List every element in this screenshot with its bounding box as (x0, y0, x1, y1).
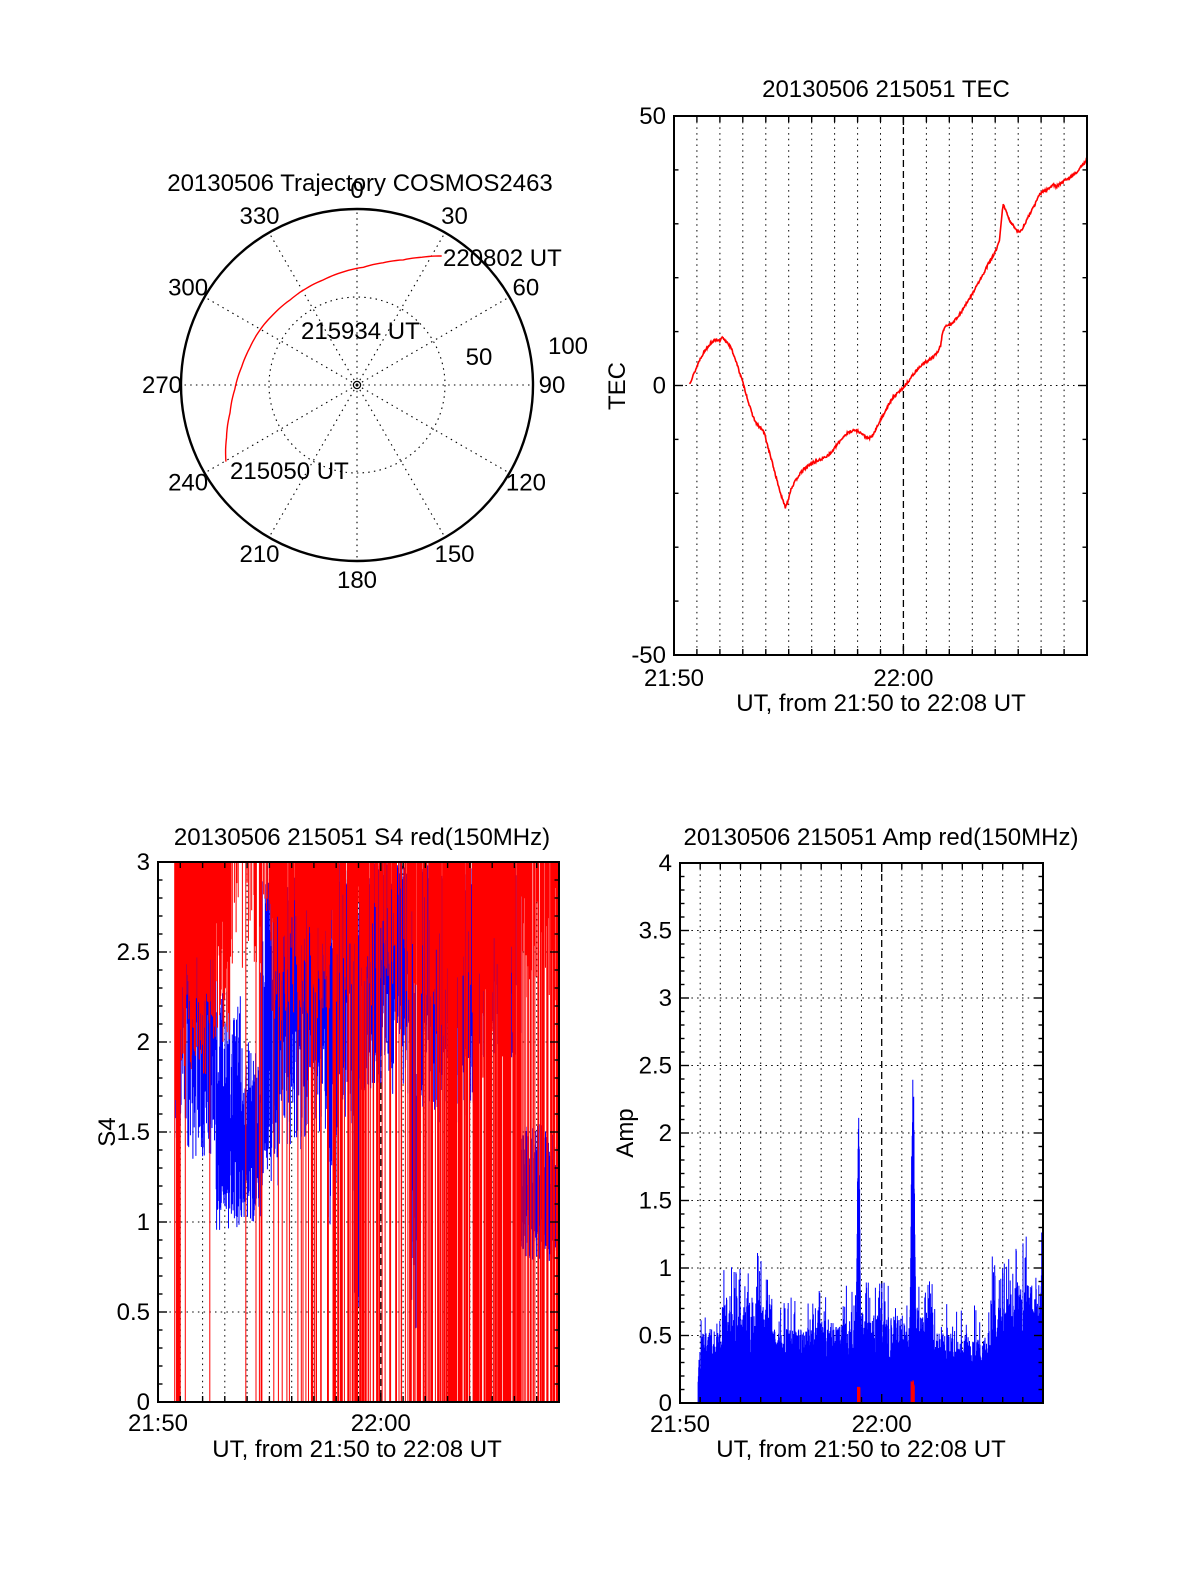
x-tick-label: 22:00 (351, 1410, 411, 1437)
trajectory-annotations: 220802 UT 215934 UT 215050 UT (230, 245, 562, 485)
y-tick-label: 50 (639, 103, 666, 130)
y-tick-label: 3 (137, 849, 150, 876)
tec-tick-labels: 21:50 22:00 50 0 -50 (631, 103, 933, 692)
y-tick-label: 0.5 (639, 1323, 672, 1350)
azimuth-tick-label: 60 (513, 275, 540, 302)
azimuth-tick-label: 180 (337, 567, 377, 594)
tec-grid (674, 116, 1087, 655)
s4-ylabel: S4 (94, 1117, 121, 1146)
y-tick-label: 0 (137, 1389, 150, 1416)
trajectory-plot: 0 30 60 90 120 150 180 210 240 270 300 330 50 100 220… (142, 170, 588, 594)
amp-xlabel: UT, from 21:50 to 22:08 UT (716, 1436, 1006, 1463)
azimuth-tick-label: 150 (434, 541, 474, 568)
polar-spoke (204, 384, 358, 474)
s4-plot: 21:50 22:00 0 0.5 1 1.5 2 2.5 3 20130506 215051 … (94, 824, 560, 1463)
azimuth-tick-label: 240 (168, 470, 208, 497)
amp-tick-labels: 21:50 22:00 0 0.5 1 1.5 2 2.5 3 3.5 4 (639, 850, 912, 1438)
polar-spoke (204, 296, 358, 386)
amp-blue-series (697, 1079, 1044, 1403)
polar-spoke (268, 232, 358, 386)
amp-frame (679, 862, 1044, 1404)
tec-series-line (688, 157, 1088, 509)
tec-title: 20130506 215051 TEC (762, 76, 1010, 103)
y-tick-label: 1.5 (639, 1188, 672, 1215)
polar-center-marker (352, 380, 362, 390)
x-tick-label: 22:00 (852, 1411, 912, 1438)
radial-tick-label: 50 (466, 344, 493, 371)
trajectory-path (224, 255, 442, 462)
azimuth-tick-label: 270 (142, 372, 182, 399)
y-tick-label: 1.5 (117, 1119, 150, 1146)
azimuth-tick-label: 30 (441, 203, 468, 230)
azimuth-tick-label: 210 (239, 541, 279, 568)
s4-frame (157, 861, 560, 1403)
x-tick-label: 21:50 (650, 1411, 710, 1438)
y-tick-label: 2 (137, 1029, 150, 1056)
y-tick-label: 1 (137, 1209, 150, 1236)
azimuth-tick-label: 90 (539, 372, 566, 399)
radial-tick-label: 100 (548, 333, 588, 360)
azimuth-tick-label: 330 (239, 203, 279, 230)
y-tick-label: -50 (631, 642, 666, 669)
azimuth-tick-label: 120 (506, 470, 546, 497)
amp-title: 20130506 215051 Amp red(150MHz) (684, 824, 1079, 851)
polar-ring-50 (268, 296, 446, 474)
s4-xlabel: UT, from 21:50 to 22:08 UT (212, 1436, 502, 1463)
polar-spoke (356, 384, 446, 538)
time-annotation: 215934 UT (301, 318, 420, 345)
polar-spoke (356, 384, 510, 474)
tec-frame (673, 115, 1088, 656)
amp-plot: 21:50 22:00 0 0.5 1 1.5 2 2.5 3 3.5 4 20130506 215… (612, 824, 1078, 1463)
y-tick-label: 2.5 (117, 939, 150, 966)
polar-grid (179, 207, 535, 563)
s4-title: 20130506 215051 S4 red(150MHz) (174, 824, 550, 851)
y-tick-label: 0.5 (117, 1299, 150, 1326)
polar-outer-circle (179, 207, 535, 563)
s4-tick-labels: 21:50 22:00 0 0.5 1 1.5 2 2.5 3 (117, 849, 411, 1437)
y-tick-label: 1 (659, 1255, 672, 1282)
y-tick-label: 0 (653, 373, 666, 400)
y-tick-label: 2.5 (639, 1053, 672, 1080)
trajectory-title: 20130506 Trajectory COSMOS2463 (167, 170, 553, 197)
y-tick-label: 0 (659, 1390, 672, 1417)
s4-red-series (174, 862, 560, 1402)
amp-red-series (857, 1380, 915, 1403)
polar-center-dot (355, 383, 359, 387)
y-tick-label: 4 (659, 850, 672, 877)
tec-plot: 21:50 22:00 50 0 -50 20130506 215051 TEC UT,… (604, 76, 1088, 717)
tec-ylabel: TEC (604, 362, 631, 410)
time-annotation: 220802 UT (443, 245, 562, 272)
polar-tick-labels: 0 30 60 90 120 150 180 210 240 270 300 330 50 100 (142, 177, 588, 594)
azimuth-tick-label: 0 (350, 177, 363, 204)
polar-spoke (268, 384, 358, 538)
x-tick-label: 22:00 (873, 665, 933, 692)
y-tick-label: 3 (659, 985, 672, 1012)
amp-ylabel: Amp (612, 1108, 639, 1157)
y-tick-label: 3.5 (639, 918, 672, 945)
x-tick-label: 21:50 (644, 665, 704, 692)
tec-xlabel: UT, from 21:50 to 22:08 UT (736, 690, 1026, 717)
y-tick-label: 2 (659, 1120, 672, 1147)
polar-spoke (356, 232, 446, 386)
x-tick-label: 21:50 (128, 1410, 188, 1437)
azimuth-tick-label: 300 (168, 275, 208, 302)
amp-grid (680, 863, 1043, 1403)
polar-spoke (356, 296, 510, 386)
time-annotation: 215050 UT (230, 458, 349, 485)
